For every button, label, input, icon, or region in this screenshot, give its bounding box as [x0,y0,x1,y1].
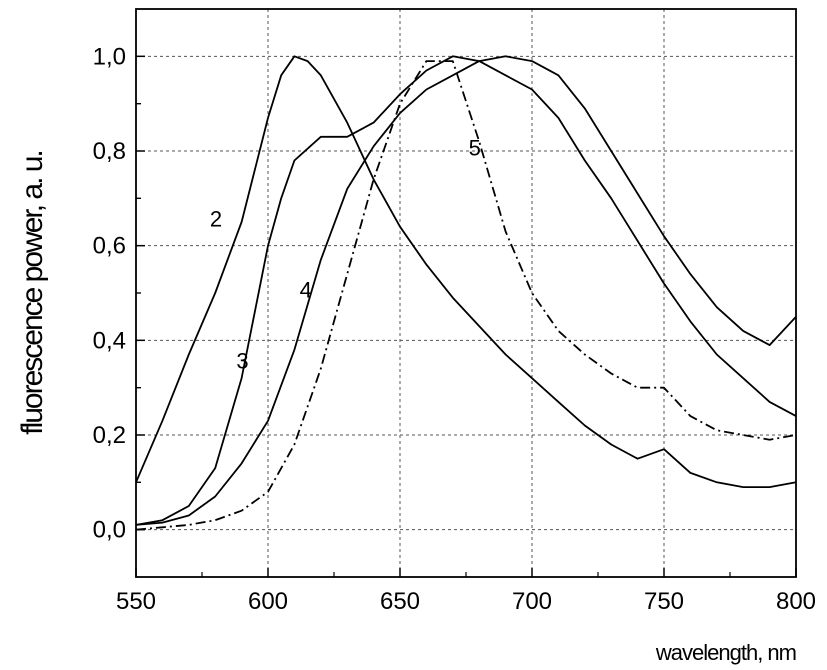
x-tick-label: 800 [776,588,816,615]
series-labels: 2 3 4 5 [210,136,481,374]
series-2-line [135,55,797,489]
plot-border [135,8,797,578]
y-tick-label: 0,4 [93,327,126,354]
series-label-5: 5 [469,136,481,161]
x-tick-label: 750 [644,588,684,615]
y-tick-label: 0,2 [93,422,126,449]
y-tick-label: 1,0 [93,43,126,70]
series-label-2: 2 [210,207,222,232]
x-tick-label: 650 [380,588,420,615]
series-label-4: 4 [300,278,312,303]
axis-ticks: 550 600 650 700 750 800 0,0 0,2 0,4 0,6 0,8 1,0 [93,43,816,615]
y-tick-label: 0,6 [93,233,126,260]
series-5-line [135,60,797,531]
x-tick-label: 550 [116,588,156,615]
x-axis-label: wavelength, nm [655,640,796,665]
x-tick-label: 600 [248,588,288,615]
series-lines [135,55,797,531]
series-4-line [135,55,797,526]
series-3-line [135,55,797,526]
x-tick-label: 700 [512,588,552,615]
y-tick-label: 0,8 [93,138,126,165]
series-label-3: 3 [236,349,248,374]
y-axis-label: fluorescence power, a. u. [16,151,49,435]
plot-frame [135,8,797,578]
y-tick-label: 0,0 [93,517,126,544]
grid [136,9,796,577]
